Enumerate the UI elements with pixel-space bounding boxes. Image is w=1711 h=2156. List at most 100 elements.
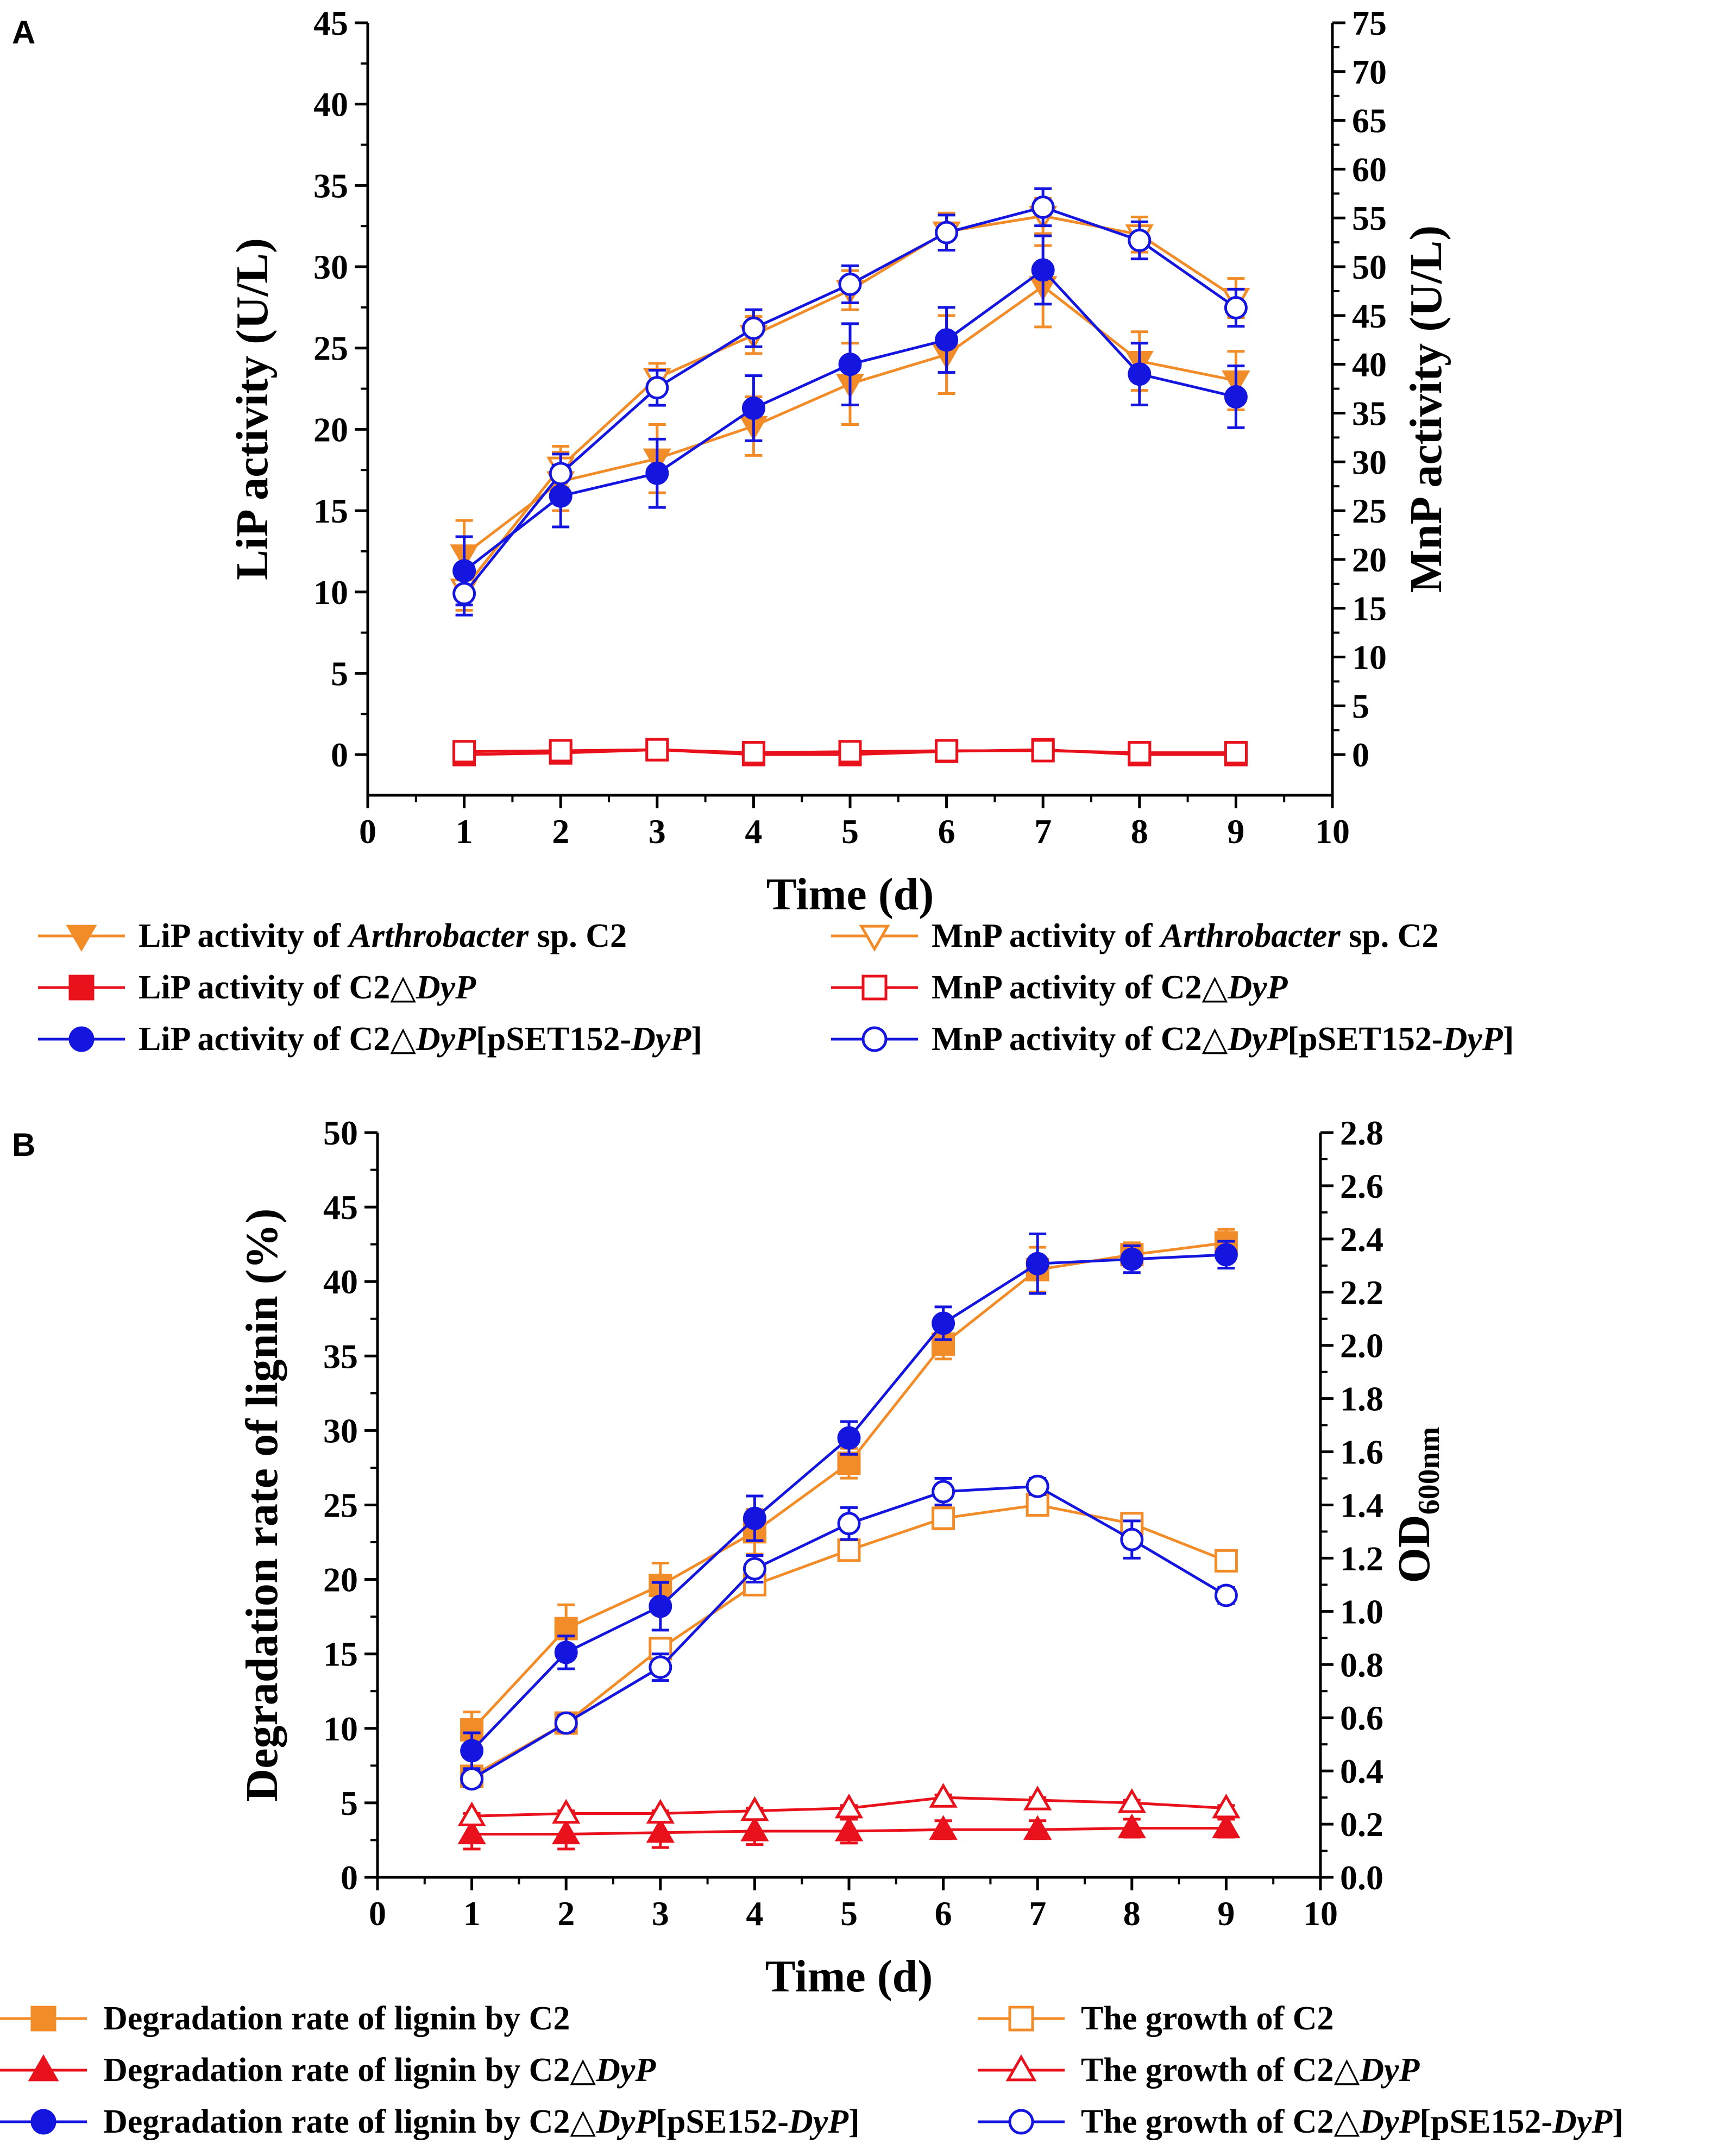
- data-point: [837, 1538, 861, 1562]
- series-3: [457, 1783, 1241, 1827]
- x-tick-label: 3: [649, 812, 666, 851]
- x-tick-label: 7: [1029, 1894, 1046, 1933]
- y-axis-title-right: MnP activity (U/L): [1401, 225, 1451, 593]
- y-axis-title-right-main: OD: [1389, 1514, 1439, 1583]
- y-tick-label-right: 0.6: [1340, 1699, 1383, 1737]
- data-point: [649, 1594, 672, 1618]
- x-tick-label: 0: [359, 812, 376, 851]
- legend-label-part: Degradation rate of lignin by C2: [103, 2000, 570, 2037]
- legend-label: MnP activity of C2△DyP: [932, 969, 1288, 1006]
- data-point: [460, 1739, 484, 1763]
- legend-label-part: DyP: [1359, 2103, 1420, 2140]
- data-point: [741, 397, 765, 420]
- y-tick-label-left: 5: [331, 654, 348, 693]
- data-point: [645, 738, 669, 762]
- y-tick-label-right: 5: [1352, 687, 1369, 725]
- series-0: [460, 1228, 1238, 1749]
- y-tick-label-left: 35: [313, 166, 348, 205]
- data-point: [932, 1480, 955, 1504]
- x-tick-label: 5: [840, 1894, 858, 1933]
- legend-label-part: The growth of C2: [1081, 2000, 1334, 2037]
- legend-marker: [30, 2109, 56, 2135]
- y-tick-label-left: 30: [323, 1411, 358, 1450]
- x-tick-label: 9: [1217, 1894, 1235, 1933]
- legend-label-part: The growth of C2△: [1081, 2052, 1360, 2089]
- y-tick-label-left: 40: [313, 85, 348, 124]
- x-tick-label: 7: [1034, 812, 1052, 851]
- legend-label: LiP activity of Arthrobacter sp. C2: [139, 917, 627, 954]
- x-tick-label: 0: [369, 1894, 386, 1933]
- y-tick-label-right: 25: [1352, 492, 1387, 530]
- data-point: [837, 1451, 861, 1475]
- legend-label-part: ]: [1612, 2103, 1624, 2140]
- data-point: [1128, 362, 1152, 386]
- data-point: [935, 328, 959, 352]
- x-tick-label: 8: [1123, 1894, 1141, 1933]
- legend-label-part: ]: [691, 1021, 702, 1058]
- data-point: [646, 1799, 675, 1824]
- y-tick-label-right: 45: [1352, 297, 1387, 335]
- y-tick-label-right: 1.0: [1340, 1592, 1383, 1631]
- series-3: [452, 738, 1248, 765]
- y-tick-label-left: 25: [323, 1486, 358, 1525]
- y-axis-title-right: OD600nm: [1389, 1427, 1446, 1583]
- y-tick-label-right: 30: [1352, 443, 1387, 481]
- data-point: [549, 739, 573, 763]
- data-point: [932, 1506, 955, 1530]
- series-4: [452, 234, 1248, 607]
- y-tick-label-left: 0: [331, 736, 348, 774]
- legend-label-part: LiP activity of C2△: [139, 969, 416, 1006]
- y-tick-label-left: 20: [313, 410, 348, 449]
- legend-label: MnP activity of Arthrobacter sp. C2: [932, 917, 1438, 954]
- legend-item-0: Degradation rate of lignin by C2: [0, 2000, 570, 2037]
- data-point: [834, 1816, 864, 1841]
- legend-marker: [861, 1026, 888, 1052]
- y-tick-label-left: 25: [313, 329, 348, 368]
- legend-label-part: [pSE152-: [1419, 2103, 1552, 2140]
- legend-item-4: Degradation rate of lignin by C2△DyP[pSE…: [0, 2103, 860, 2140]
- y-tick-label-left: 30: [313, 248, 348, 286]
- legend-label-part: sp. C2: [529, 917, 627, 954]
- series-2: [457, 1813, 1241, 1851]
- data-point: [554, 1711, 578, 1735]
- legend-label: Degradation rate of lignin by C2△DyP[pSE…: [103, 2103, 860, 2140]
- legend-item-4: LiP activity of C2△DyP[pSET152-DyP]: [38, 1021, 702, 1058]
- data-point: [838, 272, 862, 296]
- x-tick-label: 2: [557, 1894, 575, 1933]
- y-tick-label-right: 1.2: [1340, 1539, 1383, 1577]
- y-tick-label-right: 15: [1352, 589, 1387, 628]
- data-point: [452, 740, 476, 764]
- legend-marker: [66, 925, 97, 952]
- data-point: [740, 1796, 769, 1821]
- y-tick-label-right: 2.0: [1340, 1327, 1383, 1365]
- legend-label-part: [pSET152-: [1288, 1021, 1443, 1058]
- data-point: [552, 1799, 581, 1824]
- legend-label-part: DyP: [416, 1021, 476, 1058]
- series-line: [470, 1253, 1226, 1752]
- data-point: [1214, 1243, 1238, 1267]
- data-point: [838, 740, 862, 764]
- x-axis-title: Time (d): [766, 869, 934, 920]
- legend-label: LiP activity of C2△DyP: [139, 969, 476, 1006]
- data-point: [1212, 1793, 1241, 1819]
- data-point: [838, 353, 862, 376]
- legend-label-part: The growth of C2△: [1081, 2103, 1360, 2140]
- legend-label: MnP activity of C2△DyP[pSET152-DyP]: [932, 1021, 1514, 1058]
- legend-label-part: DyP: [1227, 1021, 1288, 1058]
- legend-item-1: MnP activity of Arthrobacter sp. C2: [831, 917, 1438, 954]
- axes: [376, 1133, 1322, 1879]
- data-point: [741, 741, 765, 765]
- series-5: [460, 1474, 1238, 1791]
- data-point: [932, 1311, 955, 1335]
- y-tick-label-left: 15: [313, 492, 348, 530]
- legend-label-part: ]: [848, 2103, 860, 2140]
- data-point: [935, 221, 959, 244]
- y-tick-label-right: 50: [1352, 248, 1387, 286]
- legend-label: LiP activity of C2△DyP[pSET152-DyP]: [139, 1021, 702, 1058]
- legend-label-part: MnP activity of: [932, 917, 1161, 954]
- data-point: [460, 1767, 484, 1791]
- data-point: [1031, 258, 1055, 282]
- data-point: [549, 462, 573, 486]
- y-tick-label-left: 0: [341, 1858, 358, 1897]
- data-point: [837, 1512, 861, 1536]
